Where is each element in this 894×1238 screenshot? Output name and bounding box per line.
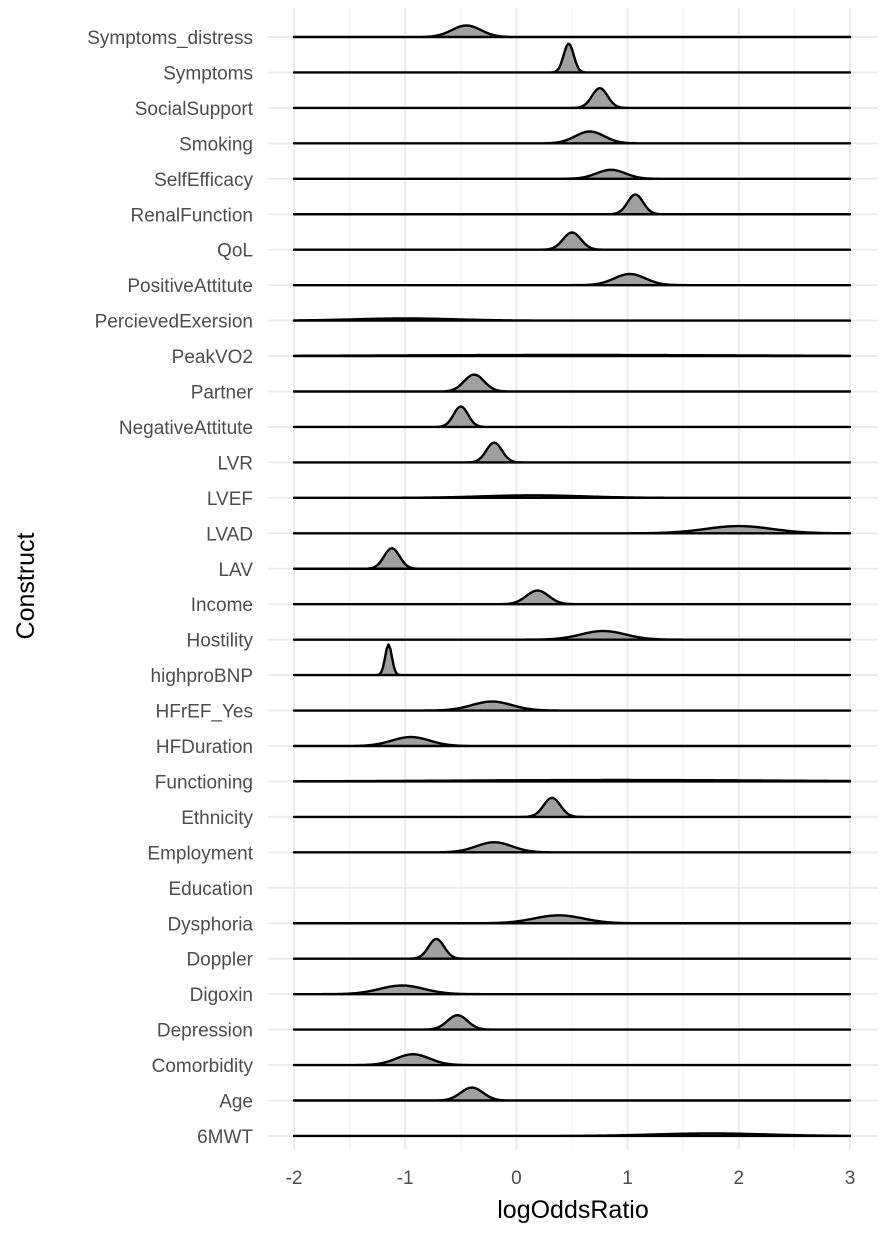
ridge-digoxin bbox=[292, 984, 852, 996]
y-tick-label: HFDuration bbox=[156, 737, 253, 758]
ridge-hostility bbox=[292, 629, 852, 641]
y-tick-label: Education bbox=[168, 879, 253, 900]
ridge-selfefficacy bbox=[292, 168, 852, 180]
y-tick-label: Comorbidity bbox=[152, 1056, 254, 1077]
ridge-ethnicity bbox=[292, 796, 852, 819]
ridge-lvr bbox=[292, 441, 852, 464]
y-tick-label: Dysphoria bbox=[167, 914, 253, 935]
y-tick-label: NegativeAttitute bbox=[119, 418, 253, 439]
x-tick-label: -1 bbox=[397, 1168, 414, 1189]
y-tick-label: LAV bbox=[218, 560, 253, 581]
ridge-hfref-yes bbox=[292, 700, 852, 712]
ridge-percievedexersion bbox=[292, 317, 852, 322]
y-tick-label: Partner bbox=[191, 383, 254, 404]
ridge-lvad bbox=[292, 524, 852, 535]
y-tick-label: highproBNP bbox=[151, 666, 253, 687]
ridge-qol bbox=[292, 231, 852, 251]
y-tick-label: Symptoms bbox=[163, 63, 253, 84]
y-tick-labels: Symptoms_distress Symptoms SocialSupport Sm… bbox=[87, 28, 254, 1148]
x-tick-labels: -2 -1 0 1 2 3 bbox=[286, 1168, 856, 1189]
y-tick-label: Smoking bbox=[179, 134, 253, 155]
y-tick-label: SocialSupport bbox=[135, 99, 254, 120]
x-tick-label: 3 bbox=[845, 1168, 856, 1189]
ridge-age bbox=[292, 1086, 852, 1102]
y-tick-label: Income bbox=[191, 595, 253, 616]
y-tick-label: Doppler bbox=[186, 950, 253, 971]
y-tick-label: Symptoms_distress bbox=[87, 28, 253, 49]
y-tick-label: QoL bbox=[217, 241, 253, 262]
y-tick-label: PercievedExersion bbox=[95, 312, 253, 333]
ridge-lvef bbox=[292, 494, 852, 500]
ridge-employment bbox=[292, 841, 852, 854]
x-tick-label: 0 bbox=[511, 1168, 522, 1189]
ridge-negativeattitute bbox=[292, 405, 852, 429]
y-tick-label: 6MWT bbox=[197, 1127, 253, 1148]
x-tick-label: -2 bbox=[286, 1168, 303, 1189]
ridge-renalfunction bbox=[292, 193, 852, 216]
y-tick-label: LVAD bbox=[206, 524, 253, 545]
ridge-dysphoria bbox=[292, 914, 852, 925]
ridge-depression bbox=[292, 1014, 852, 1031]
ridge-symptoms bbox=[292, 42, 852, 74]
ridge-highprobnp bbox=[292, 643, 852, 677]
y-tick-label: Ethnicity bbox=[181, 808, 253, 829]
ridge-positiveattitute bbox=[292, 272, 852, 287]
ridges bbox=[292, 24, 852, 1138]
ridge-smoking bbox=[292, 130, 852, 145]
ridge-symptoms-distress bbox=[292, 24, 852, 39]
y-tick-label: RenalFunction bbox=[130, 205, 253, 226]
ridge-functioning bbox=[292, 778, 852, 783]
y-tick-label: Depression bbox=[157, 1021, 253, 1042]
y-tick-label: LVR bbox=[217, 453, 253, 474]
y-axis-title: Construct bbox=[12, 532, 40, 639]
y-tick-label: Functioning bbox=[155, 772, 253, 793]
ridge-doppler bbox=[292, 937, 852, 960]
y-tick-label: PeakVO2 bbox=[172, 347, 253, 368]
ridge-socialsupport bbox=[292, 86, 852, 110]
y-tick-label: LVEF bbox=[207, 489, 253, 510]
ridge-hfduration bbox=[292, 735, 852, 748]
ridge-comorbidity bbox=[292, 1053, 852, 1067]
x-axis-title: logOddsRatio bbox=[497, 1196, 648, 1224]
x-tick-label: 1 bbox=[622, 1168, 633, 1189]
ridge-6mwt bbox=[292, 1132, 852, 1138]
y-tick-label: Digoxin bbox=[190, 985, 253, 1006]
y-tick-label: Age bbox=[219, 1092, 253, 1113]
ridge-lav bbox=[292, 547, 852, 570]
y-tick-label: SelfEfficacy bbox=[154, 170, 253, 191]
y-tick-label: Employment bbox=[147, 843, 253, 864]
x-tick-label: 2 bbox=[734, 1168, 745, 1189]
ridge-income bbox=[292, 589, 852, 606]
y-tick-label: HFrEF_Yes bbox=[156, 702, 254, 723]
ridge-peakvo2 bbox=[292, 353, 852, 358]
ridge-partner bbox=[292, 373, 852, 393]
y-tick-label: PositiveAttitute bbox=[127, 276, 253, 297]
y-tick-label: Hostility bbox=[186, 631, 253, 652]
